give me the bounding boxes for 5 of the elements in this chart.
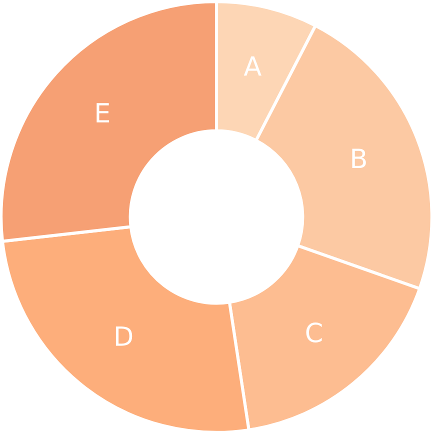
slice-label: B	[352, 148, 366, 168]
slice-label: C	[306, 322, 322, 343]
slice-label: E	[96, 103, 110, 122]
slice-label: D	[116, 326, 132, 346]
slice-label: A	[244, 56, 262, 76]
